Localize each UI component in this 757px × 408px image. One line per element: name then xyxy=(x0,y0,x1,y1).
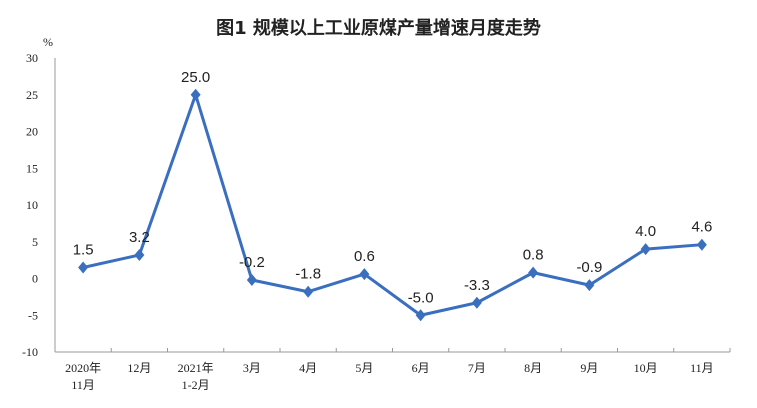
y-tick-label: -5 xyxy=(28,308,38,322)
data-point xyxy=(584,279,595,292)
x-tick-label: 11月 xyxy=(690,361,714,375)
data-label: 1.5 xyxy=(73,241,94,258)
y-tick-label: -10 xyxy=(22,345,38,359)
y-tick-label: 0 xyxy=(32,272,38,286)
x-tick-label: 2021年 xyxy=(178,361,214,375)
x-tick-label: 10月 xyxy=(634,361,658,375)
y-tick-label: 20 xyxy=(26,125,38,139)
y-axis-unit: % xyxy=(43,35,53,49)
x-tick-label: 6月 xyxy=(412,361,430,375)
data-label: -3.3 xyxy=(464,277,490,294)
x-tick-label: 2020年 xyxy=(65,361,101,375)
x-tick-label: 7月 xyxy=(468,361,486,375)
data-point xyxy=(640,243,651,256)
x-tick-label: 5月 xyxy=(355,361,373,375)
data-label: -0.9 xyxy=(576,259,602,276)
data-point xyxy=(359,268,370,281)
data-label: 4.0 xyxy=(635,223,656,240)
y-tick-label: 25 xyxy=(26,88,38,102)
data-point xyxy=(415,309,426,322)
x-tick-label: 11月 xyxy=(71,378,95,392)
data-point xyxy=(246,273,257,286)
y-tick-label: 5 xyxy=(32,235,38,249)
y-tick-label: 10 xyxy=(26,198,38,212)
y-tick-label: 15 xyxy=(26,161,38,175)
x-tick-label: 4月 xyxy=(299,361,317,375)
data-label: 4.6 xyxy=(691,219,712,236)
x-tick-label: 12月 xyxy=(127,361,151,375)
x-tick-label: 3月 xyxy=(243,361,261,375)
data-point xyxy=(303,285,314,298)
data-label: 25.0 xyxy=(181,69,210,86)
series-line xyxy=(82,93,702,317)
data-label: 0.8 xyxy=(523,247,544,264)
data-label: 3.2 xyxy=(129,229,150,246)
data-label: 0.6 xyxy=(354,248,375,265)
y-tick-label: 30 xyxy=(26,51,38,65)
data-point xyxy=(78,261,89,274)
data-label: -0.2 xyxy=(239,254,265,271)
data-point xyxy=(190,88,201,101)
x-tick-label: 9月 xyxy=(580,361,598,375)
chart-title: 图1 规模以上工业原煤产量增速月度走势 xyxy=(216,18,541,39)
data-point xyxy=(528,266,539,279)
data-point xyxy=(696,238,707,251)
x-tick-label: 8月 xyxy=(524,361,542,375)
data-point xyxy=(134,248,145,261)
x-tick-label: 1-2月 xyxy=(182,378,210,392)
data-point xyxy=(471,296,482,309)
data-label: -1.8 xyxy=(295,266,321,283)
data-label: -5.0 xyxy=(408,289,434,306)
